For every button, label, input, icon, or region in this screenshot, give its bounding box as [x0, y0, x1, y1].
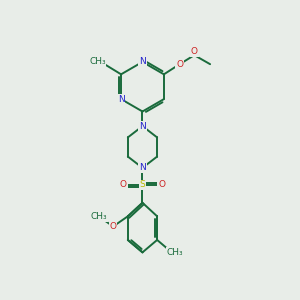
Text: O: O: [110, 222, 117, 231]
Text: CH₃: CH₃: [90, 212, 107, 221]
Text: N: N: [139, 57, 146, 66]
Text: O: O: [120, 180, 127, 189]
Text: N: N: [139, 163, 146, 172]
Text: O: O: [176, 60, 183, 69]
Text: O: O: [191, 47, 198, 56]
Text: N: N: [139, 122, 146, 130]
Text: S: S: [140, 180, 146, 189]
Text: CH₃: CH₃: [89, 57, 106, 66]
Text: N: N: [118, 94, 124, 103]
Text: CH₃: CH₃: [167, 248, 184, 257]
Text: O: O: [158, 180, 165, 189]
